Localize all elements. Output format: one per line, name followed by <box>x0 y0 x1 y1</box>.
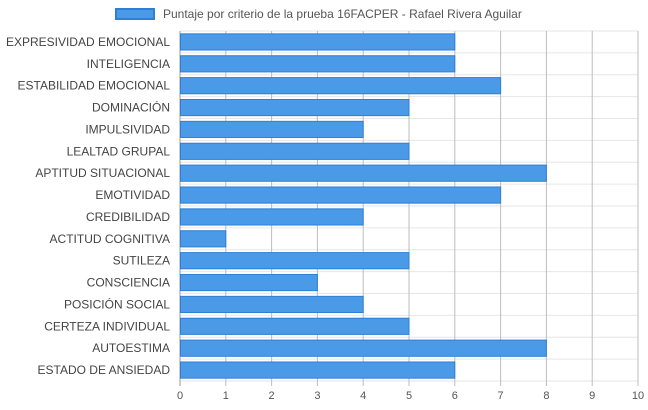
category-label: CONSCIENCIA <box>87 276 170 290</box>
legend-label: Puntaje por criterio de la prueba 16FACP… <box>163 7 522 21</box>
x-tick-label: 4 <box>360 390 366 402</box>
category-label: POSICIÓN SOCIAL <box>64 296 170 311</box>
bar <box>180 186 502 204</box>
y-axis-labels: EXPRESIVIDAD EMOCIONAL INTELIGENCIA ESTABI… <box>6 35 170 377</box>
category-label: ACTITUD COGNITIVA <box>50 232 170 246</box>
legend-swatch <box>115 8 155 20</box>
category-label: EMOTIVIDAD <box>95 188 170 202</box>
x-tick-label: 7 <box>498 390 504 402</box>
category-label: ESTABILIDAD EMOCIONAL <box>18 79 171 93</box>
category-label: AUTOESTIMA <box>92 341 170 355</box>
x-tick-label: 8 <box>543 390 549 402</box>
x-tick-label: 10 <box>632 390 644 402</box>
category-label: SUTILEZA <box>113 254 170 268</box>
bar <box>180 164 547 182</box>
category-label: CREDIBILIDAD <box>86 210 170 224</box>
category-label: LEALTAD GRUPAL <box>67 144 171 158</box>
category-label: INTELIGENCIA <box>87 57 170 71</box>
x-tick-label: 5 <box>406 390 412 402</box>
bar <box>180 361 456 379</box>
bar <box>180 120 364 139</box>
bar <box>180 339 547 357</box>
bar <box>180 317 410 335</box>
bar <box>180 33 456 51</box>
bar <box>180 77 502 95</box>
bar <box>180 273 318 292</box>
bar <box>180 252 410 270</box>
x-tick-label: 1 <box>223 390 229 402</box>
bar <box>180 55 456 73</box>
bars <box>180 33 547 379</box>
category-label: CERTEZA INDIVIDUAL <box>44 319 170 333</box>
bar <box>180 98 410 117</box>
x-tick-label: 9 <box>589 390 595 402</box>
category-label: ESTADO DE ANSIEDAD <box>38 363 171 377</box>
category-label: EXPRESIVIDAD EMOCIONAL <box>6 35 170 49</box>
bar <box>180 208 364 226</box>
x-tick-label: 3 <box>314 390 320 402</box>
x-tick-label: 0 <box>177 390 183 402</box>
category-label: IMPULSIVIDAD <box>85 122 170 136</box>
x-tick-label: 2 <box>269 390 275 402</box>
bar <box>180 295 364 314</box>
bar <box>180 230 227 248</box>
chart-legend[interactable]: Puntaje por criterio de la prueba 16FACP… <box>0 0 648 30</box>
category-label: DOMINACIÓN <box>92 100 170 115</box>
category-label: APTITUD SITUACIONAL <box>35 166 170 180</box>
x-tick-label: 6 <box>452 390 458 402</box>
bar <box>180 142 410 160</box>
